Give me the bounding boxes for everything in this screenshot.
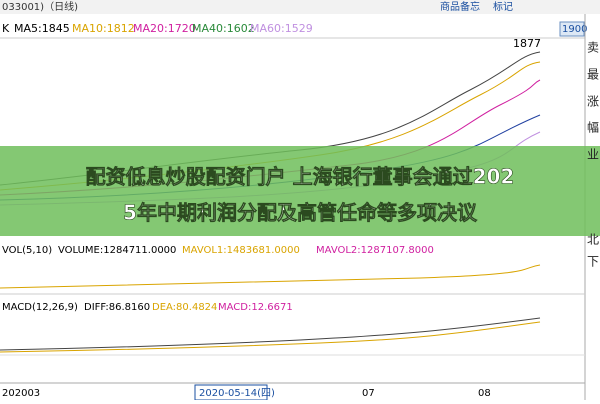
legend-ma20: MA20:1720 xyxy=(133,22,196,35)
sidebar-label: 最 xyxy=(587,68,599,82)
sidebar-label: 卖 xyxy=(587,41,599,55)
dea-line xyxy=(0,321,541,353)
legend-ma5: MA5:1845 xyxy=(14,22,70,35)
sidebar-label: 涨 xyxy=(587,94,599,109)
banner-title: 5年中期利润分配及高管任命等多项决议 xyxy=(123,201,478,225)
sidebar-label: 业 xyxy=(587,148,599,162)
sidebar-label: 幅 xyxy=(587,120,599,135)
stock-code: 033001)（日线) xyxy=(2,0,78,13)
vol-label: VOL(5,10) xyxy=(2,245,52,256)
price-box-text: 1900 xyxy=(562,24,587,35)
menu[interactable]: 商品备忘 xyxy=(440,0,480,13)
macd-diff: DIFF:86.8160 xyxy=(84,302,150,313)
diff-line xyxy=(0,317,541,351)
x-label: 202003 xyxy=(2,388,40,399)
legend-ma10: MA10:1812 xyxy=(72,22,135,35)
x-label: 07 xyxy=(362,388,375,399)
legend-k: K xyxy=(2,22,10,35)
legend-ma60: MA60:1529 xyxy=(250,22,313,35)
cursor-date: 2020-05-14(四) xyxy=(199,388,275,399)
high-annotation: 1877 xyxy=(513,37,541,50)
x-label: 08 xyxy=(478,388,491,399)
price-box xyxy=(559,21,585,37)
vol-value: VOLUME:1284711.0000 xyxy=(58,245,176,256)
macd-dea: DEA:80.4824 xyxy=(152,302,217,313)
sidebar-label: 下 xyxy=(587,255,599,269)
legend-ma40: MA40:1602 xyxy=(192,22,255,35)
menu[interactable]: 标记 xyxy=(493,1,513,13)
macd-value: MACD:12.6671 xyxy=(218,302,293,313)
mavol1: MAVOL1:1483681.0000 xyxy=(182,245,300,256)
sidebar-label: 北 xyxy=(587,233,599,247)
banner-title: 配资低息炒股配资门户 上海银行董事会通过202 xyxy=(86,165,515,189)
mavol-line xyxy=(0,264,541,289)
macd-label: MACD(12,26,9) xyxy=(2,302,78,313)
top-bar xyxy=(0,0,600,14)
mavol2: MAVOL2:1287107.8000 xyxy=(316,245,434,256)
banner-bg xyxy=(0,146,600,236)
